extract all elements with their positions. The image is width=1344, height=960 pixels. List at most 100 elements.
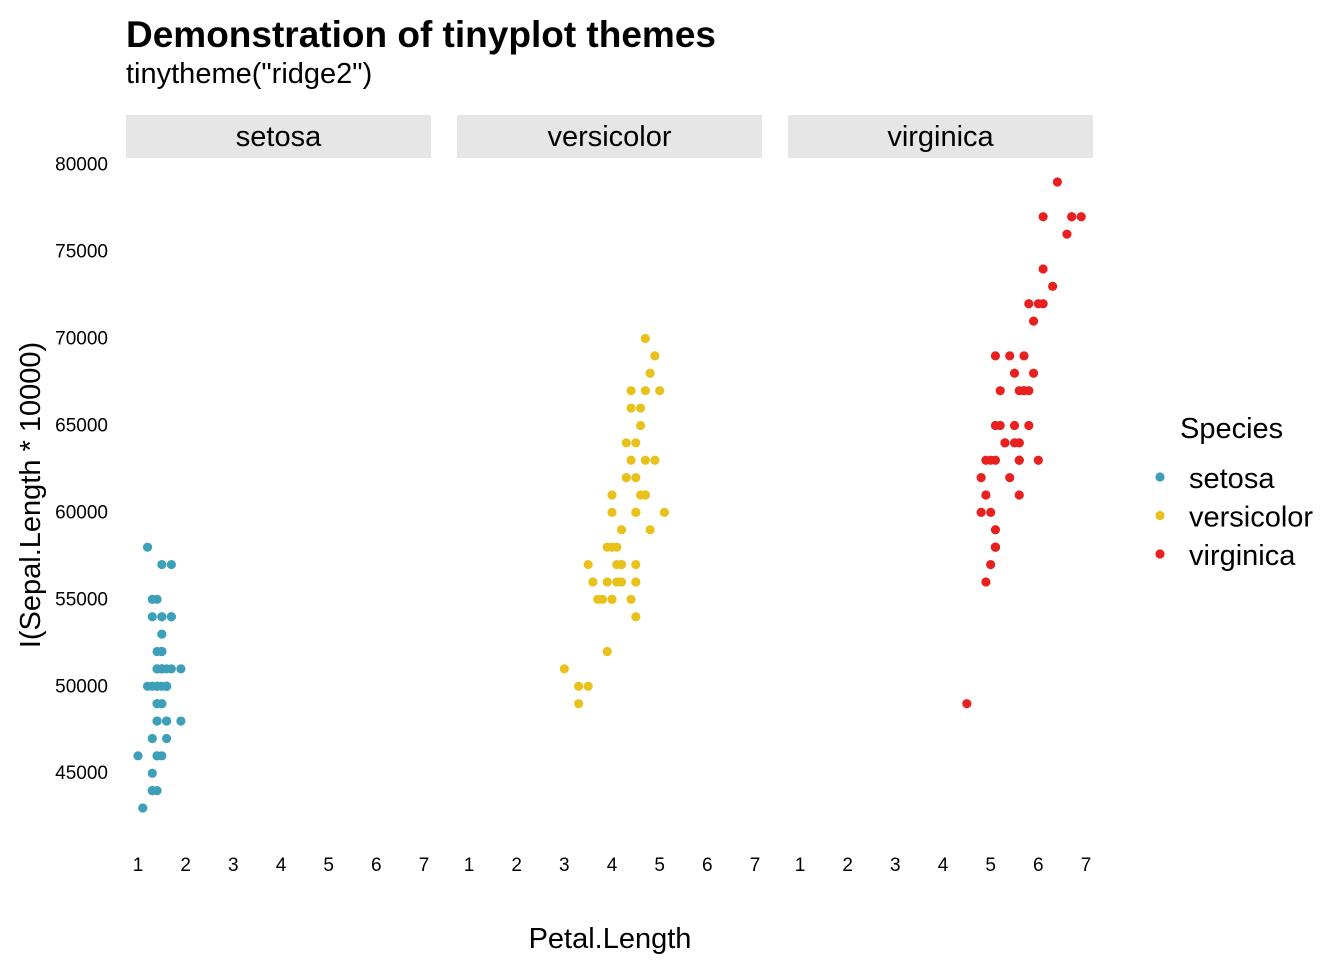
point-versicolor [626,403,636,413]
point-versicolor [593,594,603,604]
point-setosa [133,751,143,761]
x-tick-label: 2 [180,855,191,876]
point-versicolor [574,699,584,709]
x-tick-label: 1 [133,855,144,876]
y-tick-label: 45000 [55,763,108,784]
point-versicolor [655,386,665,396]
point-virginica [976,507,986,517]
x-tick-label: 7 [750,855,761,876]
point-virginica [1033,299,1043,309]
point-virginica [1067,212,1077,222]
y-tick-label: 60000 [55,502,108,523]
point-setosa [152,751,162,761]
x-tick-label: 5 [323,855,334,876]
legend-label-versicolor: versicolor [1189,502,1313,534]
facet-strip-setosa [126,115,431,158]
y-tick-label: 55000 [55,589,108,610]
point-virginica [1024,299,1034,309]
legend-label-setosa: setosa [1189,463,1275,495]
point-versicolor [616,525,627,535]
x-tick-label: 3 [890,855,901,876]
point-versicolor [602,577,612,587]
point-versicolor [650,351,660,361]
facet-label-virginica: virginica [887,121,994,153]
point-setosa [166,612,176,622]
point-versicolor [602,646,612,657]
point-virginica [995,386,1005,396]
point-versicolor [559,664,569,674]
point-setosa [142,542,153,552]
x-tick-label: 7 [1081,855,1092,876]
x-tick-label: 2 [511,855,522,876]
point-virginica [1024,420,1034,431]
x-tick-label: 4 [276,855,287,876]
point-setosa [162,664,172,674]
facet-strip-virginica [788,115,1093,158]
point-versicolor [640,386,650,396]
point-versicolor [607,542,617,552]
point-setosa [152,681,162,691]
point-setosa [157,646,167,657]
facet-strip-versicolor [457,115,762,158]
point-virginica [1062,229,1072,239]
point-setosa [157,612,167,622]
point-versicolor [631,612,641,622]
point-virginica [1019,386,1029,396]
y-axis-label: I(Sepal.Length * 10000) [15,342,47,648]
x-axis-label: Petal.Length [529,923,692,955]
x-tick-label: 3 [559,855,570,876]
point-virginica [1005,351,1015,361]
point-virginica [1076,212,1086,222]
point-versicolor [631,507,641,517]
point-versicolor [636,420,646,431]
point-setosa [162,681,172,691]
point-setosa [138,803,148,813]
y-tick-label: 75000 [55,242,108,263]
point-versicolor [640,455,650,465]
point-versicolor [631,577,641,587]
x-tick-label: 6 [371,855,382,876]
point-versicolor [621,473,631,483]
legend-label-virginica: virginica [1189,540,1296,572]
point-virginica [1033,455,1043,465]
point-versicolor [626,386,636,396]
legend-swatch-virginica [1155,549,1165,559]
point-setosa [162,716,172,726]
point-setosa [147,768,157,778]
point-virginica [995,420,1005,431]
point-virginica [990,525,1001,535]
y-tick-label: 65000 [55,415,108,436]
legend-swatch-versicolor [1155,510,1165,521]
point-virginica [1052,177,1062,187]
x-tick-label: 3 [228,855,239,876]
point-virginica [990,351,1001,361]
point-virginica [1038,264,1048,274]
x-tick-label: 1 [464,855,475,876]
point-versicolor [607,490,617,500]
x-tick-label: 6 [702,855,713,876]
x-tick-label: 4 [607,855,618,876]
point-versicolor [621,438,631,448]
point-setosa [162,733,172,744]
x-tick-label: 1 [795,855,806,876]
point-virginica [1028,368,1039,378]
chart-title: Demonstration of tinyplot themes [126,14,716,55]
point-virginica [976,473,986,483]
legend-title: Species [1180,413,1283,445]
point-versicolor [640,333,650,344]
point-versicolor [659,507,670,517]
point-virginica [1009,368,1020,378]
point-setosa [152,699,162,709]
point-setosa [147,786,157,796]
x-tick-label: 4 [938,855,949,876]
point-versicolor [645,368,655,378]
point-setosa [157,629,167,639]
point-versicolor [645,525,655,535]
point-versicolor [607,507,617,517]
chart-subtitle: tinytheme("ridge2") [126,58,373,90]
point-virginica [962,699,972,709]
point-virginica [986,559,996,570]
point-virginica [1009,420,1020,431]
point-versicolor [631,473,641,483]
